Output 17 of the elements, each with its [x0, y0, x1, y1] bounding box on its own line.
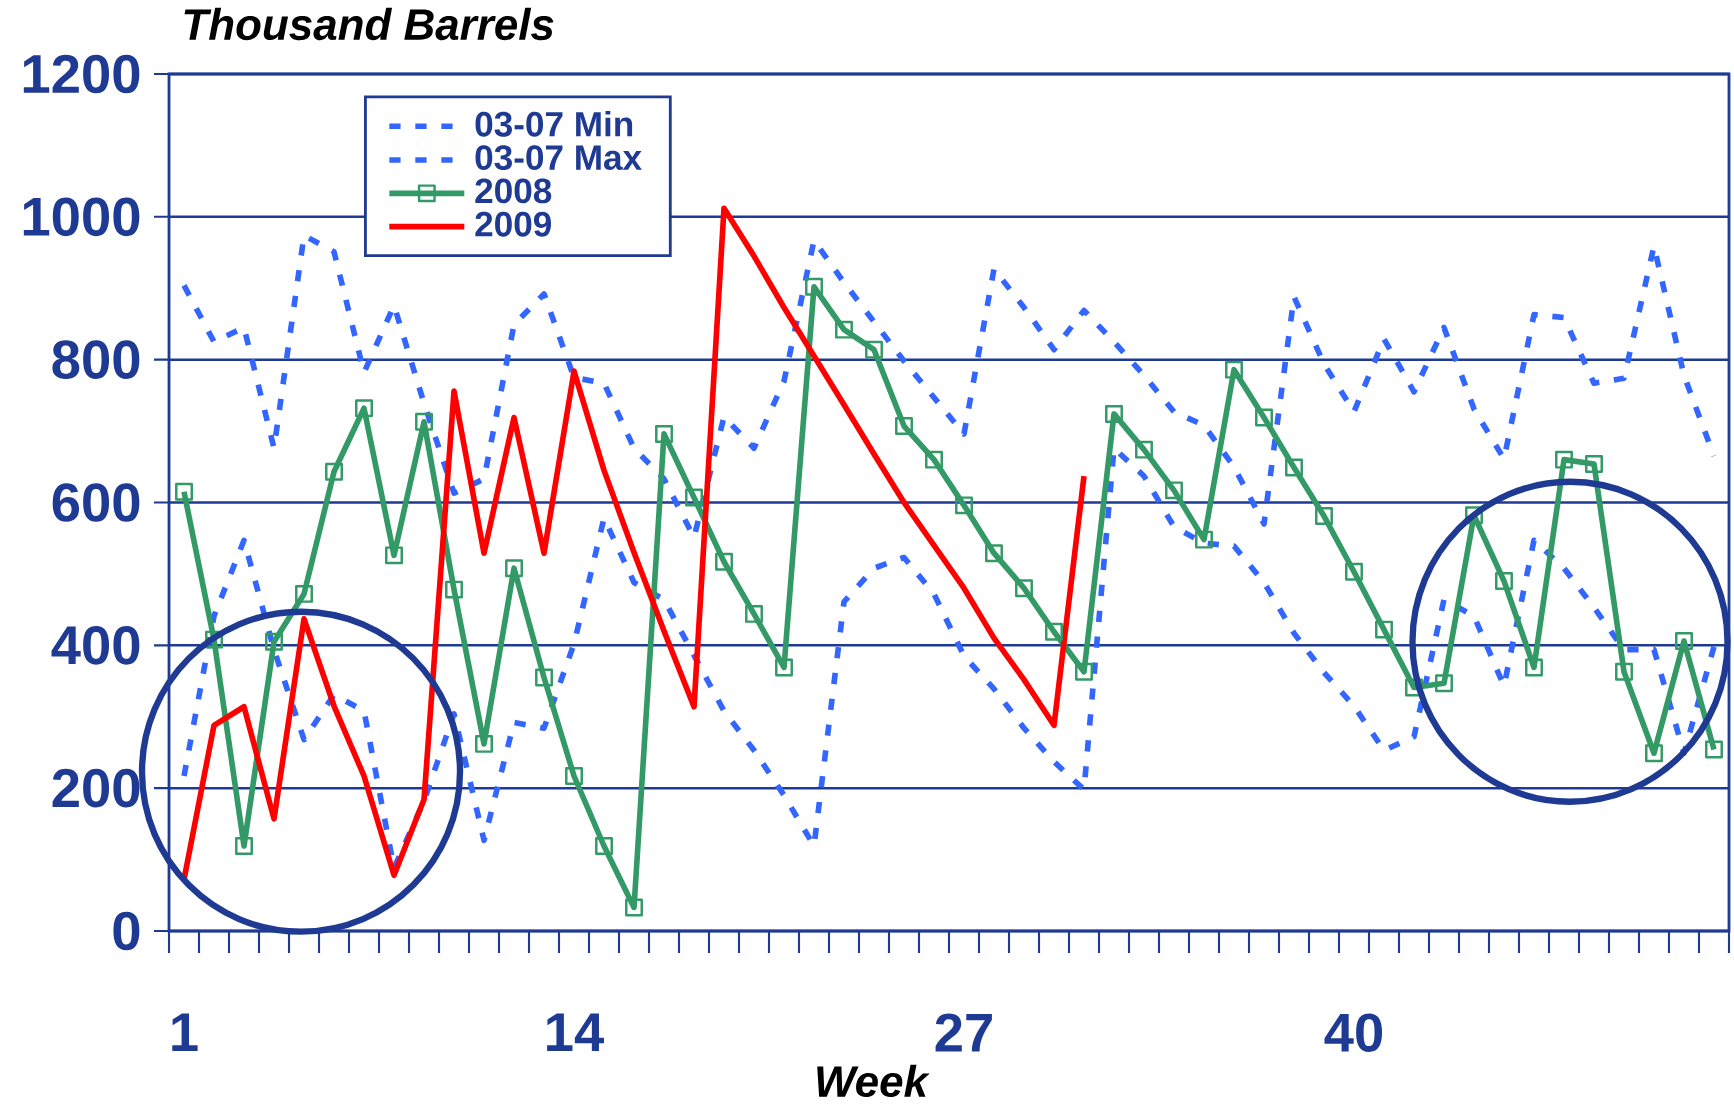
- y-tick-label: 1000: [23, 197, 140, 237]
- legend-label: 03-07 Max: [475, 145, 642, 171]
- y-axis-title: Thousand Barrels: [184, 7, 554, 41]
- legend-label: 2009: [475, 211, 552, 237]
- y-tick-label: 600: [52, 483, 140, 522]
- legend-label: 2008: [475, 178, 552, 204]
- y-tick-label: 1200: [23, 54, 140, 94]
- legend-label: 03-07 Min: [475, 110, 633, 137]
- x-tick-label: 40: [1324, 1013, 1383, 1052]
- y-tick-label: 0: [113, 911, 140, 951]
- x-tick-label: 14: [547, 1013, 604, 1051]
- x-tick-label: 1: [172, 1013, 198, 1051]
- y-tick-label: 800: [52, 340, 140, 379]
- y-tick-label: 400: [51, 626, 140, 665]
- x-axis-title: Week: [817, 1064, 930, 1098]
- y-tick-label: 200: [52, 768, 140, 808]
- x-tick-label: 27: [935, 1013, 992, 1052]
